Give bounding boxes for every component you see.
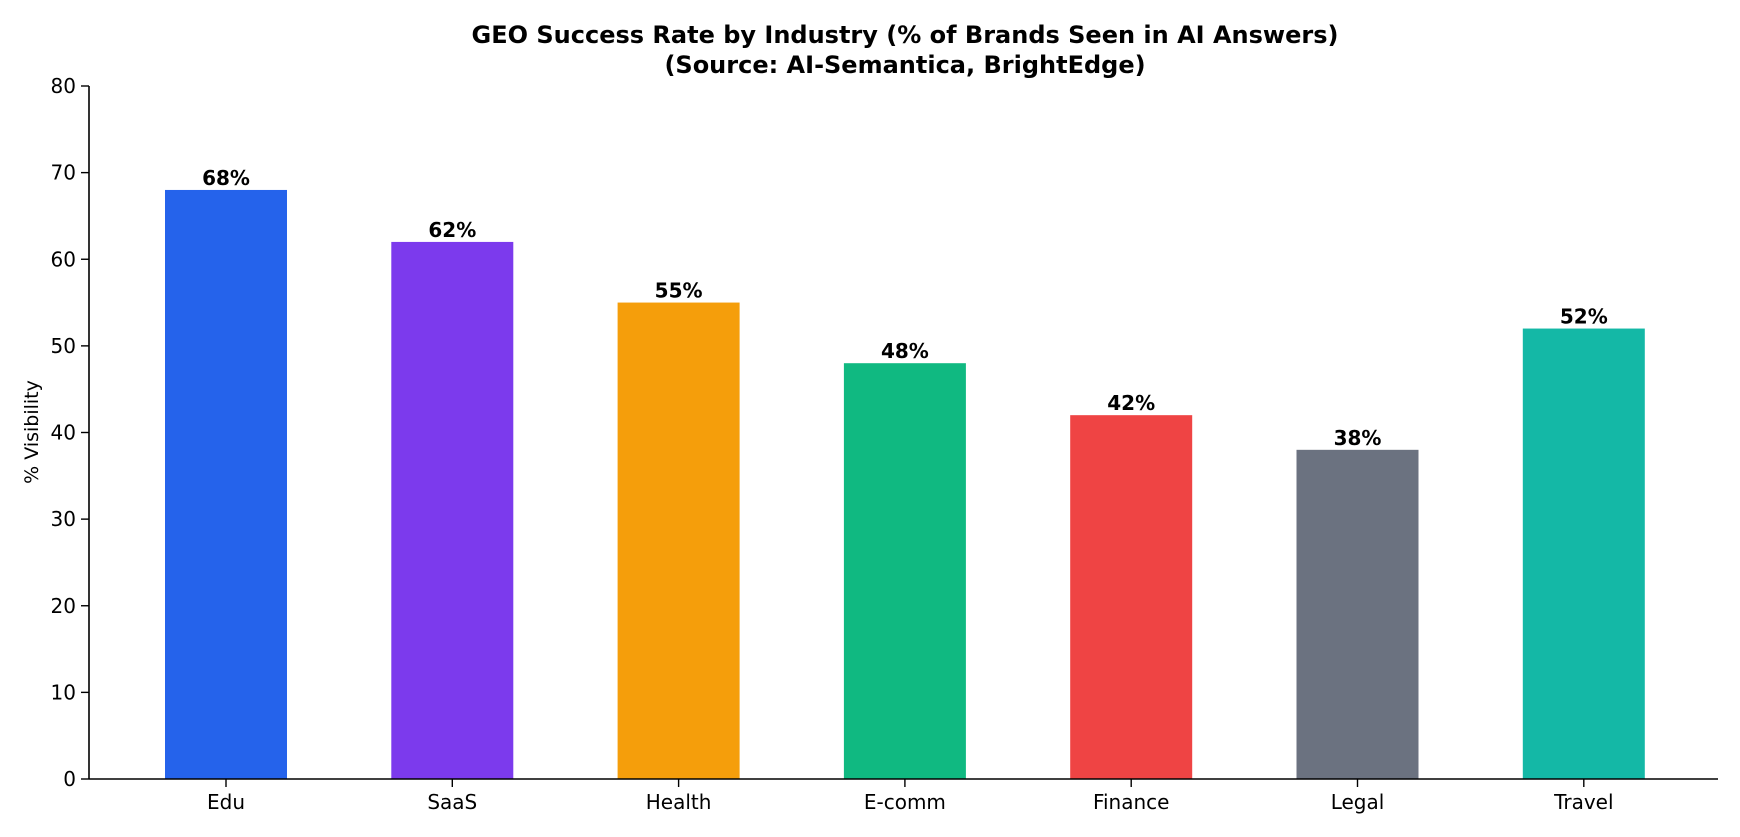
bar-health [617,302,740,779]
y-tick-label: 50 [51,334,76,358]
y-tick-label: 70 [51,161,76,185]
bar-value-label: 55% [655,279,703,303]
bar-saas [391,241,514,780]
chart-title-line-2: (Source: AI-Semantica, BrightEdge) [664,51,1145,79]
bar-series: 68% 62% 55% 48% 42% 38% 52% [165,166,1645,780]
bar-value-label: 68% [202,166,250,190]
bar-edu [165,189,287,779]
y-axis-ticks: 0 10 20 30 40 50 60 70 80 [51,74,89,791]
bar-legal [1296,449,1419,779]
chart-title-line-1: GEO Success Rate by Industry (% of Brand… [472,21,1339,49]
x-tick-label: Travel [1553,790,1613,814]
y-tick-label: 30 [51,507,76,531]
y-tick-label: 0 [63,767,76,791]
y-tick-label: 20 [51,594,76,618]
x-tick-label: Finance [1093,790,1170,814]
bar-travel [1522,328,1645,779]
x-tick-label: SaaS [427,790,477,814]
x-axis-ticks: Edu SaaS Health E-comm Finance Legal Travel [207,779,1614,814]
x-tick-label: Legal [1331,790,1385,814]
y-tick-label: 80 [51,74,76,98]
bar-value-label: 52% [1560,305,1608,329]
bar-e-comm [843,363,966,779]
y-tick-label: 60 [51,247,76,271]
bar-value-label: 38% [1334,426,1382,450]
x-tick-label: E-comm [864,790,946,814]
bar-value-label: 62% [428,218,476,242]
x-tick-label: Edu [207,790,245,814]
bar-value-label: 42% [1107,391,1155,415]
y-tick-label: 10 [51,680,76,704]
bar-finance [1070,415,1193,779]
y-axis-label: % Visibility [21,380,43,484]
x-tick-label: Health [646,790,712,814]
y-tick-label: 40 [51,421,76,445]
bar-value-label: 48% [881,339,929,363]
